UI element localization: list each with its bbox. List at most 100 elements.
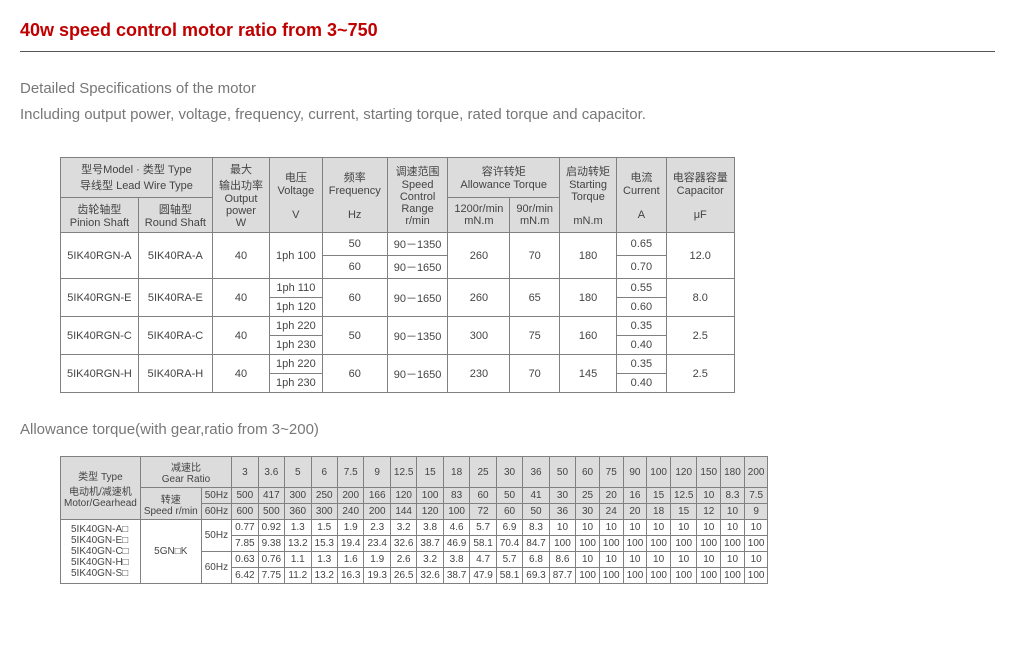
torque-cell: 10: [599, 552, 623, 568]
spec-cell: 5IK40RA-E: [138, 279, 212, 317]
hdr-voltage: 电压 Voltage V: [269, 158, 322, 233]
spec-cell: 2.5: [666, 355, 734, 393]
torque-cell: 100: [576, 568, 600, 584]
spec-cell: 90－1350: [387, 233, 448, 256]
torque-cell: 38.7: [417, 536, 443, 552]
spec-cell: 5IK40RA-C: [138, 317, 212, 355]
spec-cell: 180: [560, 279, 617, 317]
torque-cell: 360: [285, 504, 311, 520]
page-title: 40w speed control motor ratio from 3~750: [20, 20, 995, 41]
torque-cell: 58.1: [496, 568, 522, 584]
hdr-pinion: 齿轮轴型 Pinion Shaft: [61, 197, 139, 232]
torque-cell: 13.2: [285, 536, 311, 552]
torque-cell: 100: [443, 504, 469, 520]
torque-cell: 10: [744, 552, 768, 568]
torque-cell: 9: [364, 457, 390, 488]
torque-cell: 2.6: [390, 552, 416, 568]
spec-cell: 230: [448, 355, 510, 393]
hdr-speed: 调速范围 Speed Control Range r/min: [387, 158, 448, 233]
torque-cell: 120: [670, 457, 696, 488]
torque-cell: 7.85: [232, 536, 258, 552]
torque-cell: 10: [721, 504, 745, 520]
torque-cell: 200: [364, 504, 390, 520]
torque-cell: 25: [470, 457, 496, 488]
torque-cell: 200: [337, 488, 363, 504]
torque-cell: 10: [744, 520, 768, 536]
torque-cell: 100: [647, 568, 671, 584]
spec-cell: 1ph 230: [269, 374, 322, 393]
torque-cell: 13.2: [311, 568, 337, 584]
torque-cell: 180: [721, 457, 745, 488]
torque-cell: 100: [549, 536, 575, 552]
torque-cell: 10: [647, 520, 671, 536]
torque-cell: 4.6: [443, 520, 469, 536]
hdr-speed2: 转速 Speed r/min: [140, 488, 201, 520]
spec-cell: 90－1650: [387, 256, 448, 279]
torque-cell: 3.8: [417, 520, 443, 536]
spec-cell: 0.70: [617, 256, 667, 279]
torque-cell: 10: [670, 520, 696, 536]
torque-cell: 240: [337, 504, 363, 520]
spec-cell: 50: [322, 317, 387, 355]
torque-cell: 6.42: [232, 568, 258, 584]
spec-cell: 5IK40RGN-A: [61, 233, 139, 279]
hdr-current: 电流 Current A: [617, 158, 667, 233]
hdr-t90: 90r/min mN.m: [510, 197, 560, 232]
torque-cell: 1.5: [311, 520, 337, 536]
torque-cell: 300: [285, 488, 311, 504]
torque-cell: 70.4: [496, 536, 522, 552]
spec-cell: 260: [448, 279, 510, 317]
title-underline: [20, 51, 995, 52]
hdr-output: 最大 输出功率 Output power W: [212, 158, 269, 233]
torque-table-wrap: 类型 Type 电动机/减速机 Motor/Gearhead 减速比 Gear …: [60, 456, 995, 584]
spec-cell: 0.40: [617, 336, 667, 355]
hdr-type: 类型 Type 电动机/减速机 Motor/Gearhead: [61, 457, 141, 520]
hdr-t1200: 1200r/min mN.m: [448, 197, 510, 232]
torque-cell: 90: [623, 457, 647, 488]
torque-cell: 72: [470, 504, 496, 520]
torque-cell: 50: [523, 504, 549, 520]
torque-cell: 10: [721, 520, 745, 536]
torque-cell: 24: [599, 504, 623, 520]
spec-cell: 90－1650: [387, 355, 448, 393]
torque-cell: 30: [549, 488, 575, 504]
torque-cell: 50: [549, 457, 575, 488]
torque-cell: 10: [697, 552, 721, 568]
torque-cell: 100: [576, 536, 600, 552]
torque-cell: 12: [697, 504, 721, 520]
torque-cell: 8.6: [549, 552, 575, 568]
torque-cell: 100: [697, 568, 721, 584]
torque-cell: 11.2: [285, 568, 311, 584]
torque-cell: 36: [523, 457, 549, 488]
spec-cell: 70: [510, 233, 560, 279]
torque-cell: 5.7: [470, 520, 496, 536]
torque-cell: 20: [623, 504, 647, 520]
spec-cell: 160: [560, 317, 617, 355]
intro-line-2: Including output power, voltage, frequen…: [20, 102, 995, 128]
spec-cell: 60: [322, 279, 387, 317]
torque-cell: 15: [647, 488, 671, 504]
spec-cell: 1ph 220: [269, 317, 322, 336]
torque-cell: 0.63: [232, 552, 258, 568]
torque-cell: 10: [549, 520, 575, 536]
torque-cell: 100: [670, 568, 696, 584]
hdr-model-type: 型号Model · 类型 Type 导线型 Lead Wire Type: [61, 158, 213, 198]
torque-cell: 166: [364, 488, 390, 504]
spec-cell: 5IK40RA-A: [138, 233, 212, 279]
torque-cell: 84.7: [523, 536, 549, 552]
torque-cell: 100: [670, 536, 696, 552]
spec-cell: 0.40: [617, 374, 667, 393]
cell-gear-model: 5GN□K: [140, 520, 201, 584]
torque-cell: 3.2: [390, 520, 416, 536]
torque-cell: 300: [311, 504, 337, 520]
spec-cell: 1ph 120: [269, 298, 322, 317]
spec-cell: 40: [212, 355, 269, 393]
hdr-storque: 启动转矩 Starting Torque mN.m: [560, 158, 617, 233]
spec-cell: 65: [510, 279, 560, 317]
torque-table: 类型 Type 电动机/减速机 Motor/Gearhead 减速比 Gear …: [60, 456, 768, 584]
torque-cell: 60: [576, 457, 600, 488]
torque-cell: 0.92: [258, 520, 284, 536]
torque-cell: 3.6: [258, 457, 284, 488]
torque-cell: 32.6: [390, 536, 416, 552]
sub-heading: Allowance torque(with gear,ratio from 3~…: [20, 421, 995, 438]
